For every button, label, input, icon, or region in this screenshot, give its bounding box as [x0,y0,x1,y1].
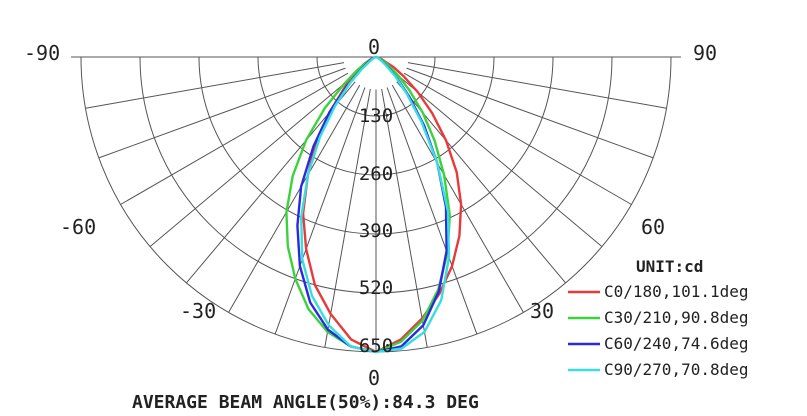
grid-spoke [324,88,371,348]
grid-spoke [274,87,366,335]
grid-spoke [400,77,603,248]
grid-spoke [386,87,478,335]
grid-spoke [228,84,361,313]
legend: C0/180,101.1deg C30/210,90.8deg C60/240,74… [568,282,749,379]
grid-spoke [381,88,428,348]
footer-beam-angle: AVERAGE BEAM ANGLE(50%):84.3 DEG [132,392,479,413]
grid-spoke [120,72,349,205]
legend-label: C90/270,70.8deg [604,360,749,379]
grid-spoke [85,62,345,109]
chart-labels: -90 90 -60 60 -30 30 0 0 130 260 390 520… [24,35,717,413]
radial-tick-label: 260 [359,163,393,185]
angle-label-minus-60: -60 [60,215,96,239]
grid-spoke [149,77,352,248]
grid-spoke [403,72,632,205]
intensity-curves [285,55,463,354]
unit-label: UNIT:cd [636,257,703,276]
angle-label-60: 60 [641,215,665,239]
grid-spoke [98,67,346,159]
angle-label-90: 90 [693,41,717,65]
grid-spoke [407,62,667,109]
radial-tick-label: 130 [359,105,393,127]
series-curve [300,55,451,354]
legend-label: C60/240,74.6deg [604,334,749,353]
angle-label-minus-90: -90 [24,41,60,65]
grid-spoke [406,67,654,159]
legend-label: C0/180,101.1deg [604,282,749,301]
angle-label-30: 30 [530,299,554,323]
radial-tick-label: 520 [359,277,393,299]
legend-label: C30/210,90.8deg [604,308,749,327]
angle-label-minus-30: -30 [180,299,216,323]
radial-tick-label: 390 [359,220,393,242]
radial-tick-label: 650 [359,335,393,357]
polar-grid [71,56,681,353]
angle-label-0-bottom: 0 [368,366,380,390]
grid-spoke [391,84,524,313]
angle-label-0-top: 0 [368,35,380,59]
